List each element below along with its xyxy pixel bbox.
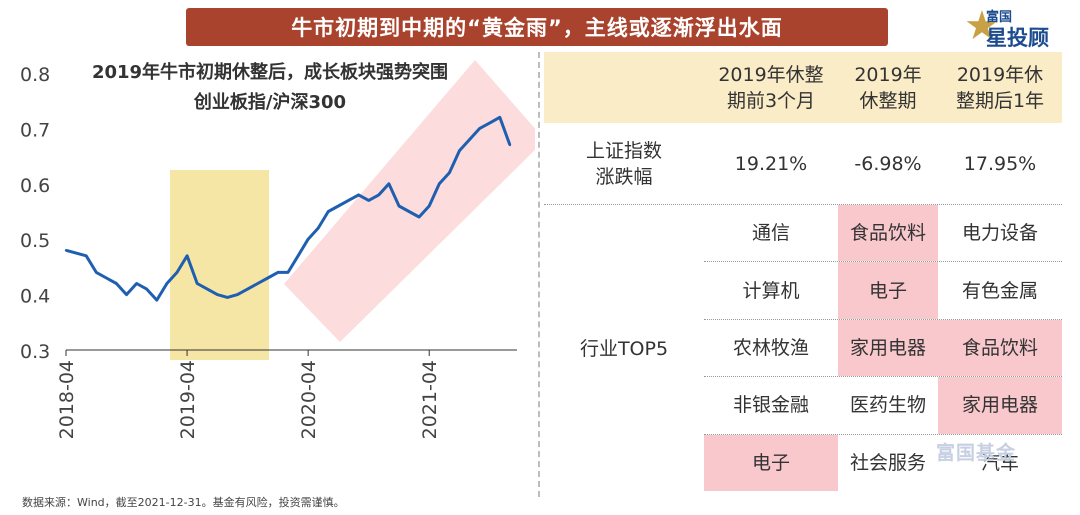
industry-cell: 电力设备 bbox=[961, 222, 1038, 245]
data-point bbox=[105, 276, 108, 280]
industry-cell: 社会服务 bbox=[849, 451, 926, 474]
data-point bbox=[387, 182, 391, 185]
industry-cell: 家用电器 bbox=[938, 377, 1062, 434]
data-point bbox=[195, 282, 199, 285]
x-tick-label: 2018-04 bbox=[56, 360, 78, 439]
data-point bbox=[165, 282, 169, 285]
data-point bbox=[417, 215, 421, 219]
industry-cell: 家用电器 bbox=[838, 319, 938, 377]
industry-row-divider bbox=[704, 376, 1062, 378]
industry-cell: 农林牧渔 bbox=[732, 336, 809, 359]
chart-title: 2019年牛市初期休整后，成长板块强势突围 创业板指/沪深300 bbox=[50, 58, 490, 118]
data-point bbox=[175, 271, 179, 274]
industry-row-divider bbox=[704, 433, 1062, 435]
data-point bbox=[438, 182, 441, 185]
industry-row-divider bbox=[704, 261, 1062, 263]
data-point bbox=[74, 251, 78, 255]
return-pre: 19.21% bbox=[734, 152, 808, 175]
data-point bbox=[84, 254, 88, 258]
data-point bbox=[407, 210, 411, 213]
data-point bbox=[296, 254, 300, 258]
industry-cell: 食品饮料 bbox=[838, 205, 938, 262]
row-divider bbox=[544, 204, 1062, 205]
y-tick-label: 0.8 bbox=[20, 64, 50, 86]
industry-row-divider bbox=[704, 318, 1062, 320]
row-label-industry: 行业TOP5 bbox=[579, 337, 669, 360]
data-point bbox=[246, 287, 249, 291]
data-point bbox=[377, 193, 380, 197]
data-point bbox=[236, 293, 239, 296]
header-pre: 2019年休整 期前3个月 bbox=[718, 63, 824, 112]
data-point bbox=[185, 254, 189, 258]
chart-title-line1: 2019年牛市初期休整后，成长板块强势突围 bbox=[91, 62, 449, 83]
data-point bbox=[488, 121, 491, 125]
data-point bbox=[508, 143, 512, 147]
x-tick-label: 2019-04 bbox=[177, 360, 199, 439]
x-tick-label: 2021-04 bbox=[419, 360, 441, 439]
ratio-chart: 0.3 0.4 0.5 0.6 0.7 0.8 2018-04 2019-04 2020-04 2… bbox=[20, 60, 535, 439]
table-header-row: 2019年休整 期前3个月 2019年 休整期 2019年休 整期后1年 bbox=[544, 52, 1062, 123]
data-point bbox=[357, 193, 360, 197]
industry-cell: 计算机 bbox=[742, 279, 800, 302]
industry-cell: 有色金属 bbox=[961, 279, 1038, 302]
banner-title: 牛市初期到中期的“黄金雨”，主线或逐渐浮出水面 bbox=[186, 8, 888, 46]
return-post: 17.95% bbox=[963, 152, 1037, 175]
data-point bbox=[306, 238, 310, 241]
industry-cell: 非银金融 bbox=[732, 394, 809, 417]
logo-line2: 星投顾 bbox=[986, 26, 1049, 50]
data-point bbox=[428, 204, 431, 208]
y-tick-label: 0.6 bbox=[20, 175, 50, 197]
data-point bbox=[256, 282, 259, 285]
data-point bbox=[125, 293, 128, 296]
comparison-table: 2019年休整 期前3个月 2019年 休整期 2019年休 整期后1年 上证指数 涨跌… bbox=[544, 52, 1062, 495]
industry-cell: 通信 bbox=[751, 222, 790, 245]
section-divider bbox=[538, 52, 540, 497]
chart-title-line2: 创业板指/沪深300 bbox=[193, 92, 347, 113]
data-point bbox=[226, 296, 229, 299]
data-point bbox=[458, 149, 461, 152]
data-point bbox=[135, 282, 138, 285]
source-note: 数据来源：Wind，截至2021-12-31。基金有风险，投资需谨慎。 bbox=[22, 496, 345, 509]
brand-logo: ★ 富国 星投顾 bbox=[960, 2, 1070, 52]
header-post: 2019年休 整期后1年 bbox=[955, 63, 1045, 112]
data-point bbox=[498, 116, 502, 119]
logo-line1: 富国 bbox=[986, 10, 1013, 25]
data-point bbox=[286, 271, 290, 274]
industry-cell: 食品饮料 bbox=[938, 319, 1062, 377]
x-tick-label: 2020-04 bbox=[298, 360, 320, 439]
data-point bbox=[216, 293, 219, 296]
data-point bbox=[367, 199, 370, 202]
uptrend-channel bbox=[284, 60, 535, 342]
data-point bbox=[337, 204, 340, 208]
row-label-index: 上证指数 涨跌幅 bbox=[585, 139, 662, 188]
data-point bbox=[347, 199, 350, 202]
data-point bbox=[266, 276, 269, 280]
industry-cell: 医药生物 bbox=[849, 394, 926, 417]
data-point bbox=[327, 210, 330, 213]
data-point bbox=[448, 171, 451, 174]
industry-cell: 电子 bbox=[838, 262, 938, 319]
y-tick-label: 0.5 bbox=[20, 230, 50, 252]
star-icon: ★ bbox=[964, 3, 1000, 49]
consolidation-highlight bbox=[170, 170, 269, 360]
header-consolidation: 2019年 休整期 bbox=[854, 63, 922, 112]
y-tick-label: 0.7 bbox=[20, 119, 50, 141]
industry-cell: 电子 bbox=[704, 434, 838, 491]
y-tick-label: 0.3 bbox=[20, 341, 50, 363]
y-tick-label: 0.4 bbox=[20, 286, 50, 308]
data-point bbox=[155, 298, 159, 302]
return-consolidation: -6.98% bbox=[854, 152, 922, 175]
data-point bbox=[145, 287, 148, 291]
industry-cell: 汽车 bbox=[980, 451, 1019, 474]
data-point bbox=[206, 287, 209, 291]
data-point bbox=[478, 127, 481, 130]
data-point bbox=[64, 249, 68, 252]
data-point bbox=[115, 282, 118, 285]
data-point bbox=[468, 138, 471, 141]
data-point bbox=[317, 226, 320, 230]
data-point bbox=[397, 204, 401, 208]
data-point bbox=[276, 271, 280, 274]
watermark-text: 富国基金 bbox=[936, 442, 1017, 464]
data-point bbox=[95, 271, 98, 274]
